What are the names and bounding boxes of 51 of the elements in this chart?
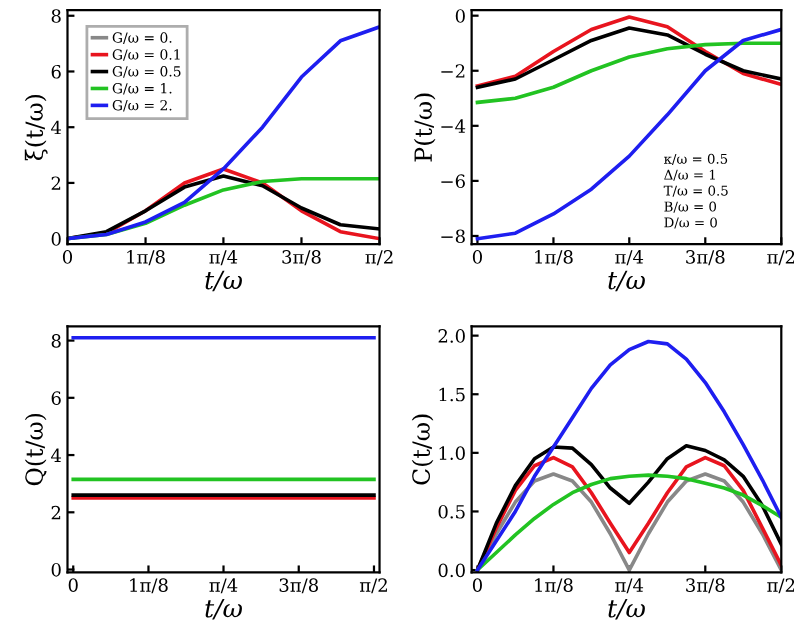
x-tick-label: 3π/8 [686, 578, 725, 594]
x-tick-label: 0 [62, 250, 73, 264]
x-axis-title: t/ω [608, 598, 645, 620]
y-tick-label: 0 [51, 563, 61, 577]
x-tick-label: 0 [472, 250, 482, 264]
x-tick-label: 3π/8 [279, 578, 318, 594]
x-axis-title: t/ω [205, 598, 242, 620]
y-tick-label: 8 [51, 334, 61, 348]
y-tick-label: 6 [51, 64, 61, 79]
y-tick-label: 2 [51, 505, 61, 520]
x-tick-label: 0 [68, 578, 78, 592]
x-axis-title: t/ω [205, 270, 242, 292]
x-axis-title: t/ω [608, 270, 645, 292]
y-tick-label: −2 [441, 64, 465, 78]
y-tick-label: 0 [51, 232, 61, 246]
y-tick-label: 4 [51, 120, 62, 135]
y-axis-title: C(t/ω) [411, 414, 434, 485]
y-tick-label: 2 [51, 176, 61, 190]
x-tick-label: π/2 [767, 578, 794, 594]
y-tick-label: 0.0 [438, 563, 465, 578]
line-series [475, 15, 782, 88]
x-tick-label: 1π/8 [535, 578, 573, 594]
y-tick-label: 1.0 [439, 446, 465, 460]
x-tick-label: π/2 [365, 250, 393, 266]
y-tick-label: 0.5 [438, 504, 465, 519]
x-tick-label: π/4 [209, 578, 238, 594]
y-tick-label: 8 [51, 9, 61, 23]
x-tick-label: π/2 [767, 250, 794, 266]
x-tick-label: 0 [472, 578, 482, 592]
y-axis-title: P(t/ω) [413, 93, 436, 162]
y-axis-title: ξ(t/ω) [24, 95, 48, 161]
x-tick-label: 3π/8 [282, 250, 321, 266]
x-tick-label: π/2 [359, 578, 387, 594]
y-tick-label: 1.5 [439, 387, 465, 402]
y-tick-label: −8 [441, 229, 465, 244]
y-tick-label: 2.0 [438, 329, 465, 343]
y-tick-label: −6 [441, 174, 465, 189]
y-tick-label: 4 [51, 448, 62, 462]
y-tick-label: 0 [455, 9, 465, 23]
x-tick-label: 1π/8 [535, 250, 573, 266]
y-tick-label: −4 [441, 119, 466, 133]
x-tick-label: π/4 [615, 578, 644, 594]
y-tick-label: 6 [51, 391, 61, 405]
x-tick-label: π/4 [615, 250, 644, 266]
y-axis-title: Q(t/ω) [24, 413, 47, 486]
x-tick-label: 1π/8 [127, 250, 165, 266]
line-series [475, 41, 782, 105]
line-series [475, 27, 782, 241]
x-tick-label: π/4 [209, 250, 238, 266]
x-tick-label: 3π/8 [686, 250, 725, 266]
x-tick-label: 1π/8 [130, 578, 168, 594]
